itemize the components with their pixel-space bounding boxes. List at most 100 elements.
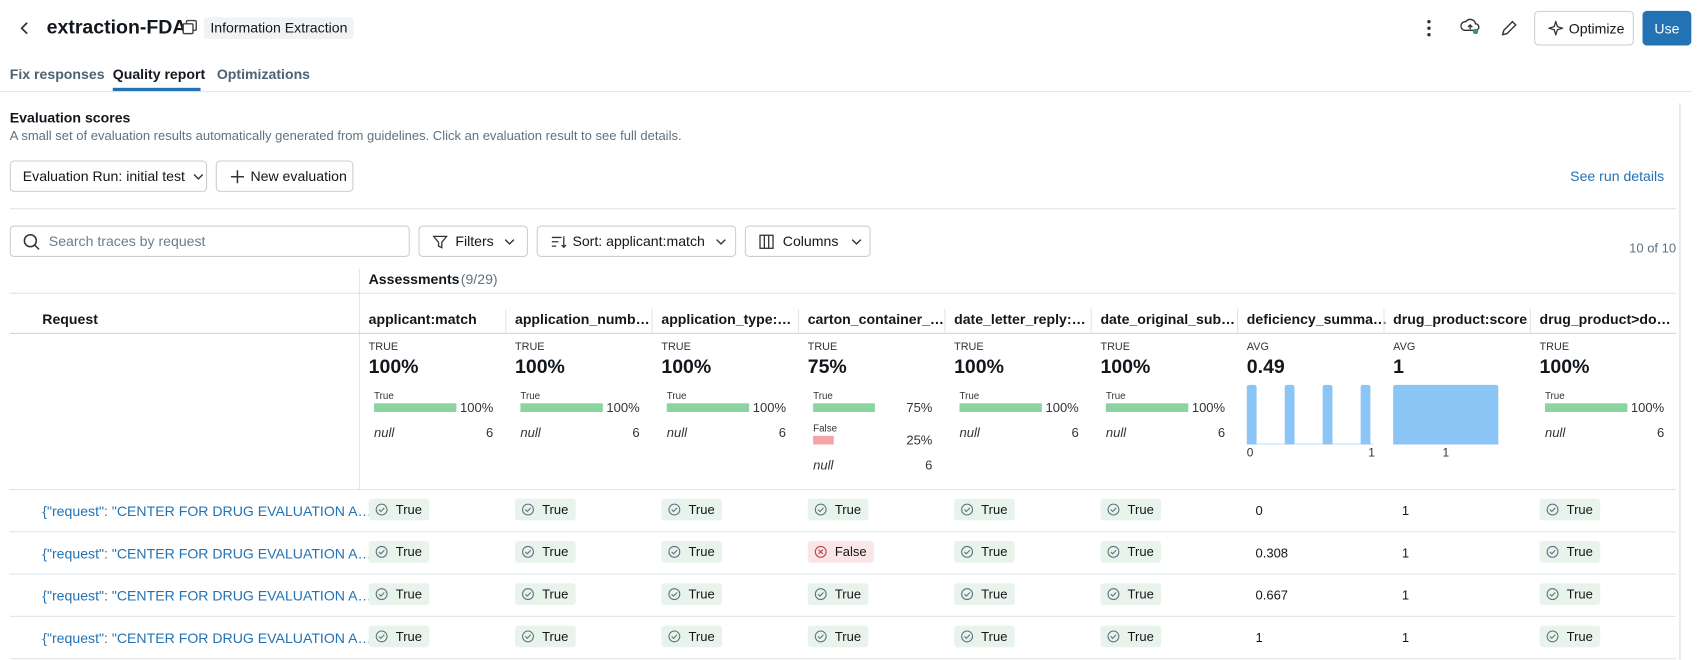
request-link[interactable]: {"request": "CENTER FOR DRUG EVALUATION … bbox=[42, 545, 372, 562]
assessment-pill[interactable]: True bbox=[661, 625, 723, 648]
assessment-pill[interactable]: True bbox=[368, 541, 430, 563]
distribution-value: 100% bbox=[606, 400, 640, 416]
search-icon bbox=[23, 233, 40, 250]
null-count: 6 bbox=[1217, 424, 1226, 441]
new-evaluation-button[interactable]: New evaluation bbox=[215, 160, 354, 192]
assessment-value: True bbox=[395, 586, 423, 602]
run-select[interactable]: Evaluation Run: initial test bbox=[9, 160, 208, 192]
column-header[interactable]: application_type:… bbox=[661, 311, 792, 328]
column-header[interactable]: date_original_sub… bbox=[1100, 311, 1236, 328]
assessment-pill[interactable]: True bbox=[954, 498, 1016, 521]
use-button[interactable]: Use bbox=[1642, 10, 1692, 46]
tab[interactable]: Quality report bbox=[112, 66, 206, 83]
assessment-pill[interactable]: True bbox=[1100, 625, 1162, 648]
assessment-pill[interactable]: True bbox=[368, 498, 430, 521]
assessment-pill[interactable]: True bbox=[1539, 541, 1601, 563]
assessment-pill[interactable]: True bbox=[1100, 583, 1162, 605]
request-link[interactable]: {"request": "CENTER FOR DRUG EVALUATION … bbox=[42, 629, 372, 647]
check-icon bbox=[1546, 545, 1559, 558]
edit-icon[interactable] bbox=[1501, 20, 1518, 37]
null-label: null bbox=[520, 424, 541, 441]
chevron bbox=[716, 238, 726, 245]
assessment-value: True bbox=[688, 628, 715, 645]
assessment-pill[interactable]: True bbox=[368, 583, 430, 605]
column-header[interactable]: application_numb… bbox=[514, 311, 650, 328]
section-title: Evaluation scores bbox=[9, 109, 131, 126]
column-header[interactable]: date_letter_reply:… bbox=[954, 311, 1086, 328]
histogram-bar bbox=[1284, 384, 1295, 445]
distribution-label: True bbox=[813, 390, 833, 402]
tab[interactable]: Optimizations bbox=[216, 66, 311, 83]
assessment-pill[interactable]: True bbox=[954, 625, 1016, 648]
assessment-value: True bbox=[542, 628, 569, 645]
assessment-value: True bbox=[395, 501, 423, 518]
assessment-pill[interactable]: True bbox=[1539, 583, 1601, 605]
histogram-bar bbox=[1393, 384, 1499, 445]
histogram-axis-label: 1 bbox=[1368, 446, 1375, 460]
optimize-button[interactable]: Optimize bbox=[1534, 10, 1634, 46]
row-line bbox=[9, 531, 1677, 533]
assessment-pill[interactable]: True bbox=[1100, 541, 1162, 563]
chevron bbox=[193, 173, 203, 180]
assessment-pill[interactable]: True bbox=[661, 541, 723, 563]
sort-button[interactable]: Sort: applicant:match bbox=[536, 225, 737, 257]
summary-label: AVG bbox=[1246, 341, 1269, 354]
divider bbox=[9, 208, 1677, 210]
assessment-value: True bbox=[1566, 586, 1593, 602]
distribution-label: True bbox=[374, 390, 394, 402]
check-icon bbox=[1107, 588, 1120, 601]
column-header[interactable]: applicant:match bbox=[368, 311, 477, 328]
summary-label: TRUE bbox=[954, 341, 984, 354]
request-link[interactable]: {"request": "CENTER FOR DRUG EVALUATION … bbox=[42, 587, 372, 604]
null-count: 6 bbox=[1656, 424, 1665, 441]
assessment-pill[interactable]: True bbox=[661, 583, 723, 605]
new-evaluation-label: New evaluation bbox=[250, 168, 347, 185]
check-icon bbox=[522, 630, 534, 643]
run-select-label: Evaluation Run: initial test bbox=[22, 168, 185, 185]
scrollbar bbox=[1679, 102, 1681, 660]
assessment-pill[interactable]: True bbox=[514, 625, 576, 648]
deploy-icon[interactable] bbox=[1460, 18, 1480, 35]
assessment-pill[interactable]: True bbox=[1539, 498, 1601, 521]
assessment-pill[interactable]: True bbox=[514, 583, 576, 605]
assessment-pill[interactable]: True bbox=[661, 498, 723, 521]
request-link[interactable]: {"request": "CENTER FOR DRUG EVALUATION … bbox=[42, 503, 372, 520]
summary-value: 100% bbox=[954, 355, 1005, 378]
summary-value: 100% bbox=[1100, 355, 1151, 378]
assessment-pill[interactable]: True bbox=[954, 541, 1016, 563]
distribution-value: 100% bbox=[460, 400, 494, 416]
sort-icon bbox=[551, 235, 567, 248]
columns-button[interactable]: Columns bbox=[744, 225, 871, 257]
column-header[interactable]: drug_product:score bbox=[1393, 311, 1528, 328]
run-details-link[interactable]: See run details bbox=[1570, 168, 1665, 185]
filters-button[interactable]: Filters bbox=[418, 225, 528, 257]
assessment-pill[interactable]: False bbox=[807, 541, 875, 563]
assessment-pill[interactable]: True bbox=[514, 541, 576, 563]
assessment-pill[interactable]: True bbox=[1539, 625, 1601, 648]
assessment-pill[interactable]: True bbox=[807, 583, 869, 605]
assessment-pill[interactable]: True bbox=[368, 625, 430, 648]
assessment-pill[interactable]: True bbox=[1100, 498, 1162, 521]
column-header[interactable]: drug_product>do… bbox=[1539, 311, 1671, 328]
summary-label: TRUE bbox=[807, 341, 838, 354]
column-header[interactable]: carton_container_… bbox=[807, 311, 944, 328]
assessment-value: True bbox=[688, 501, 715, 518]
more-menu[interactable] bbox=[1422, 18, 1435, 38]
check-icon bbox=[668, 630, 681, 643]
assessment-pill[interactable]: True bbox=[954, 583, 1016, 605]
back-button[interactable] bbox=[18, 21, 31, 36]
assessment-pill[interactable]: True bbox=[807, 625, 869, 648]
assessment-value: True bbox=[834, 501, 862, 518]
distribution-bar bbox=[959, 403, 1042, 412]
column-header[interactable]: deficiency_summa… bbox=[1246, 311, 1388, 328]
check-icon bbox=[961, 588, 974, 601]
search-box[interactable]: Search traces by request bbox=[9, 225, 410, 257]
copy-icon[interactable] bbox=[182, 19, 197, 35]
score-value: 1 bbox=[1401, 503, 1410, 519]
check-icon bbox=[375, 503, 388, 516]
assessment-pill[interactable]: True bbox=[807, 498, 869, 521]
assessment-pill[interactable]: True bbox=[514, 498, 576, 521]
sort-label: Sort: applicant:match bbox=[572, 233, 705, 250]
tab[interactable]: Fix responses bbox=[9, 66, 105, 83]
